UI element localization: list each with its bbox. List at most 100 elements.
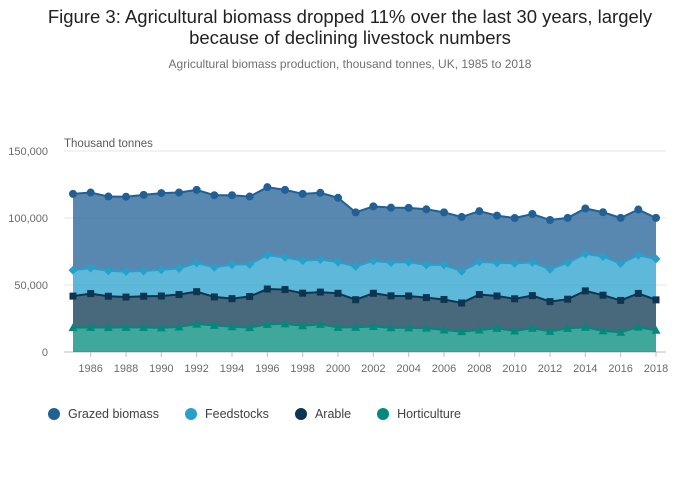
point-arable[interactable] (511, 295, 519, 303)
point-grazed-biomass[interactable] (316, 188, 325, 197)
point-horticulture[interactable] (139, 322, 149, 331)
point-feedstocks[interactable] (457, 266, 467, 276)
point-horticulture[interactable] (86, 322, 96, 331)
point-grazed-biomass[interactable] (546, 216, 554, 225)
point-horticulture[interactable] (227, 322, 237, 331)
point-grazed-biomass[interactable] (228, 191, 236, 200)
point-horticulture[interactable] (474, 325, 484, 334)
point-feedstocks[interactable] (209, 262, 219, 272)
point-feedstocks[interactable] (421, 260, 431, 270)
point-arable[interactable] (387, 292, 395, 300)
point-feedstocks[interactable] (280, 252, 290, 262)
point-horticulture[interactable] (245, 323, 255, 332)
point-arable[interactable] (528, 292, 536, 300)
point-arable[interactable] (652, 296, 660, 304)
point-horticulture[interactable] (616, 327, 626, 336)
point-grazed-biomass[interactable] (457, 212, 466, 221)
point-feedstocks[interactable] (616, 259, 626, 269)
point-horticulture[interactable] (651, 325, 661, 334)
point-horticulture[interactable] (333, 322, 343, 331)
point-horticulture[interactable] (68, 323, 78, 332)
point-feedstocks[interactable] (139, 266, 149, 276)
point-arable[interactable] (228, 295, 236, 303)
point-horticulture[interactable] (368, 322, 378, 331)
point-grazed-biomass[interactable] (175, 188, 183, 197)
point-horticulture[interactable] (121, 322, 131, 331)
point-feedstocks[interactable] (68, 265, 78, 275)
point-grazed-biomass[interactable] (404, 203, 413, 212)
point-feedstocks[interactable] (651, 254, 661, 264)
point-horticulture[interactable] (492, 323, 502, 332)
point-horticulture[interactable] (545, 326, 555, 335)
point-horticulture[interactable] (298, 321, 308, 330)
point-feedstocks[interactable] (474, 257, 484, 267)
point-horticulture[interactable] (563, 323, 573, 332)
point-grazed-biomass[interactable] (192, 185, 201, 194)
point-grazed-biomass[interactable] (157, 189, 166, 198)
point-grazed-biomass[interactable] (422, 205, 431, 214)
point-grazed-biomass[interactable] (652, 213, 660, 222)
point-feedstocks[interactable] (580, 249, 590, 259)
point-feedstocks[interactable] (439, 260, 449, 270)
point-horticulture[interactable] (598, 326, 608, 335)
point-horticulture[interactable] (386, 323, 396, 332)
point-grazed-biomass[interactable] (281, 185, 289, 194)
point-feedstocks[interactable] (351, 261, 361, 271)
point-arable[interactable] (599, 291, 607, 299)
point-feedstocks[interactable] (510, 258, 520, 268)
point-arable[interactable] (104, 292, 112, 300)
point-grazed-biomass[interactable] (334, 193, 342, 202)
point-grazed-biomass[interactable] (475, 207, 484, 216)
point-grazed-biomass[interactable] (298, 189, 307, 198)
point-feedstocks[interactable] (192, 258, 202, 268)
point-grazed-biomass[interactable] (493, 211, 501, 220)
point-feedstocks[interactable] (245, 259, 255, 269)
point-grazed-biomass[interactable] (528, 209, 537, 218)
point-grazed-biomass[interactable] (634, 205, 643, 214)
point-horticulture[interactable] (404, 323, 414, 332)
point-horticulture[interactable] (633, 322, 643, 331)
point-horticulture[interactable] (174, 322, 184, 331)
point-arable[interactable] (546, 298, 554, 306)
point-arable[interactable] (316, 288, 324, 296)
point-horticulture[interactable] (351, 322, 361, 331)
point-arable[interactable] (299, 289, 307, 297)
point-horticulture[interactable] (439, 325, 449, 334)
point-feedstocks[interactable] (492, 258, 502, 268)
point-grazed-biomass[interactable] (104, 192, 113, 201)
point-arable[interactable] (69, 292, 77, 300)
point-feedstocks[interactable] (404, 257, 414, 267)
point-arable[interactable] (458, 299, 466, 307)
point-arable[interactable] (440, 295, 448, 303)
point-grazed-biomass[interactable] (440, 208, 448, 217)
point-arable[interactable] (157, 292, 165, 300)
point-arable[interactable] (634, 289, 642, 297)
point-arable[interactable] (352, 296, 360, 304)
point-feedstocks[interactable] (315, 255, 325, 265)
point-grazed-biomass[interactable] (139, 190, 148, 199)
point-feedstocks[interactable] (86, 263, 96, 273)
point-grazed-biomass[interactable] (86, 188, 95, 197)
point-grazed-biomass[interactable] (599, 208, 607, 217)
point-arable[interactable] (617, 296, 625, 304)
legend-item-horticulture[interactable]: Horticulture (377, 407, 461, 421)
point-horticulture[interactable] (580, 322, 590, 331)
point-feedstocks[interactable] (527, 257, 537, 267)
point-grazed-biomass[interactable] (263, 183, 272, 192)
point-horticulture[interactable] (156, 323, 166, 332)
point-arable[interactable] (475, 291, 483, 299)
point-arable[interactable] (405, 292, 413, 300)
point-grazed-biomass[interactable] (245, 192, 254, 201)
point-feedstocks[interactable] (598, 251, 608, 261)
point-feedstocks[interactable] (174, 263, 184, 273)
point-arable[interactable] (140, 292, 148, 300)
point-grazed-biomass[interactable] (122, 192, 130, 201)
point-horticulture[interactable] (421, 323, 431, 332)
point-arable[interactable] (246, 293, 254, 301)
point-feedstocks[interactable] (227, 260, 237, 270)
point-arable[interactable] (334, 289, 342, 297)
point-feedstocks[interactable] (121, 266, 131, 276)
point-horticulture[interactable] (315, 319, 325, 328)
point-horticulture[interactable] (457, 327, 467, 336)
point-grazed-biomass[interactable] (351, 208, 360, 217)
